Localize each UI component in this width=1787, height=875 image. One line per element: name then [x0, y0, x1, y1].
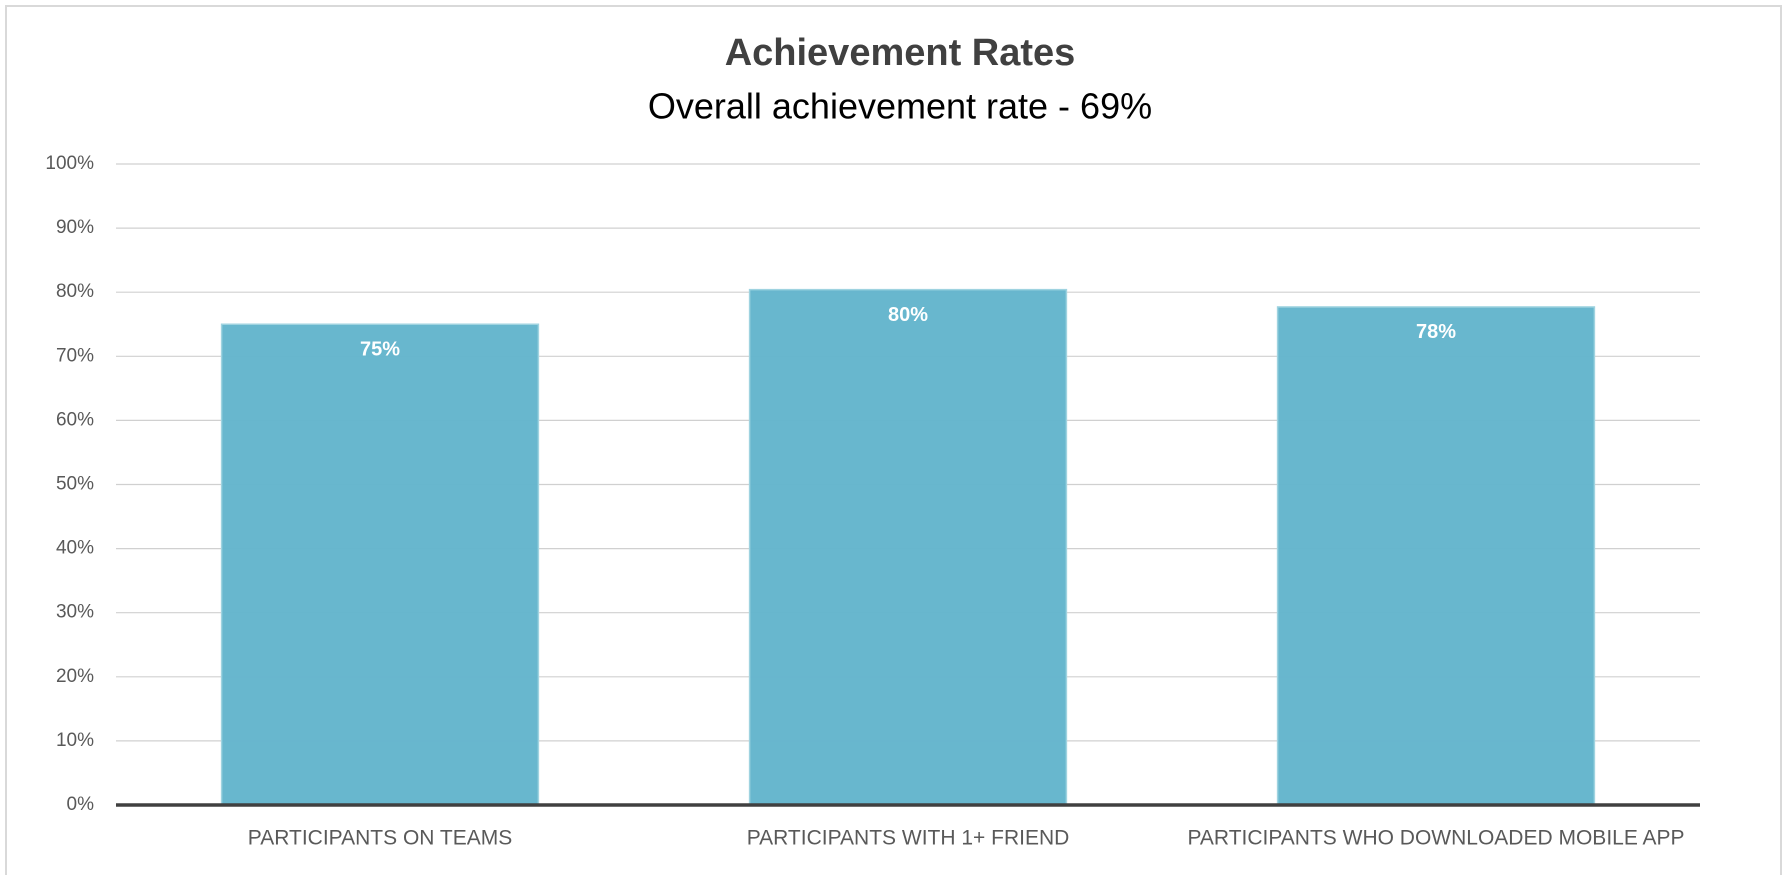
y-tick-label: 90% [56, 217, 94, 238]
data-label: 78% [1416, 321, 1456, 343]
bar [1276, 306, 1596, 806]
y-tick-label: 0% [67, 794, 95, 815]
data-label: 75% [360, 339, 400, 361]
y-tick-label: 60% [56, 409, 94, 430]
y-tick-label: 40% [56, 538, 94, 559]
data-label: 80% [888, 304, 928, 326]
x-tick-label: PARTICIPANTS WITH 1+ FRIEND [747, 827, 1070, 850]
y-tick-label: 10% [56, 730, 94, 751]
y-tick-label: 80% [56, 281, 94, 302]
chart-subtitle: Overall achievement rate - 69% [648, 86, 1152, 127]
y-tick-label: 100% [45, 153, 94, 174]
y-tick-label: 20% [56, 666, 94, 687]
y-tick-label: 70% [56, 345, 94, 366]
x-tick-label: PARTICIPANTS ON TEAMS [248, 827, 513, 850]
bar [748, 288, 1068, 806]
chart-title: Achievement Rates [725, 32, 1076, 74]
bar [220, 323, 540, 806]
y-tick-label: 30% [56, 602, 94, 623]
x-tick-label: PARTICIPANTS WHO DOWNLOADED MOBILE APP [1187, 827, 1684, 850]
y-tick-label: 50% [56, 474, 94, 495]
